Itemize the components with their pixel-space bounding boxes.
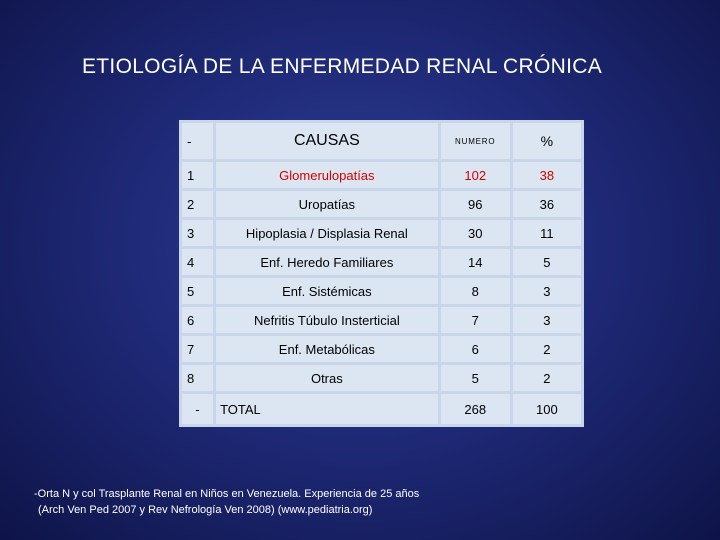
table-row: 2 Uropatías 96 36 [182, 191, 581, 217]
row-numero: 6 [440, 336, 510, 362]
row-causa: Enf. Heredo Familiares [216, 249, 438, 275]
row-percent: 3 [512, 307, 581, 333]
header-n: - [182, 123, 214, 159]
footnote: -Orta N y col Trasplante Renal en Niños … [34, 486, 419, 518]
row-number: 6 [182, 307, 214, 333]
table-row: 3 Hipoplasia / Displasia Renal 30 11 [182, 220, 581, 246]
page-title: ETIOLOGÍA DE LA ENFERMEDAD RENAL CRÓNICA [82, 55, 602, 78]
table-row: 5 Enf. Sistémicas 8 3 [182, 278, 581, 304]
row-number: 1 [182, 162, 214, 188]
row-causa: Otras [216, 365, 438, 391]
row-percent: 36 [512, 191, 581, 217]
row-number: 4 [182, 249, 214, 275]
table-row: 8 Otras 5 2 [182, 365, 581, 391]
row-numero: 8 [440, 278, 510, 304]
row-numero: 5 [440, 365, 510, 391]
row-causa: Uropatías [216, 191, 438, 217]
row-percent: 3 [512, 278, 581, 304]
row-percent: 5 [512, 249, 581, 275]
row-causa: Glomerulopatías [216, 162, 438, 188]
row-percent: 2 [512, 336, 581, 362]
row-numero: 96 [440, 191, 510, 217]
etiology-table: - CAUSAS NUMERO % 1 Glomerulopatías 102 … [179, 120, 584, 427]
row-causa: Enf. Sistémicas [216, 278, 438, 304]
row-causa: Nefritis Túbulo Insterticial [216, 307, 438, 333]
row-number: 7 [182, 336, 214, 362]
total-n: - [182, 394, 214, 424]
total-percent: 100 [512, 394, 581, 424]
row-number: 2 [182, 191, 214, 217]
table-row: 4 Enf. Heredo Familiares 14 5 [182, 249, 581, 275]
row-percent: 38 [512, 162, 581, 188]
row-percent: 2 [512, 365, 581, 391]
row-number: 8 [182, 365, 214, 391]
table-row: 1 Glomerulopatías 102 38 [182, 162, 581, 188]
row-numero: 14 [440, 249, 510, 275]
table-row: 7 Enf. Metabólicas 6 2 [182, 336, 581, 362]
row-causa: Enf. Metabólicas [216, 336, 438, 362]
footnote-line-1: -Orta N y col Trasplante Renal en Niños … [34, 488, 420, 500]
header-percent: % [512, 123, 581, 159]
row-number: 5 [182, 278, 214, 304]
header-causas: CAUSAS [216, 123, 438, 159]
row-causa: Hipoplasia / Displasia Renal [216, 220, 438, 246]
total-row: - TOTAL 268 100 [182, 394, 581, 424]
total-numero: 268 [440, 394, 510, 424]
table-header-row: - CAUSAS NUMERO % [182, 123, 581, 159]
header-numero: NUMERO [440, 123, 510, 159]
table-row: 6 Nefritis Túbulo Insterticial 7 3 [182, 307, 581, 333]
total-label: TOTAL [216, 394, 438, 424]
footnote-line-2: (Arch Ven Ped 2007 y Rev Nefrología Ven … [38, 504, 373, 516]
row-numero: 30 [440, 220, 510, 246]
row-percent: 11 [512, 220, 581, 246]
row-numero: 102 [440, 162, 510, 188]
row-numero: 7 [440, 307, 510, 333]
row-number: 3 [182, 220, 214, 246]
